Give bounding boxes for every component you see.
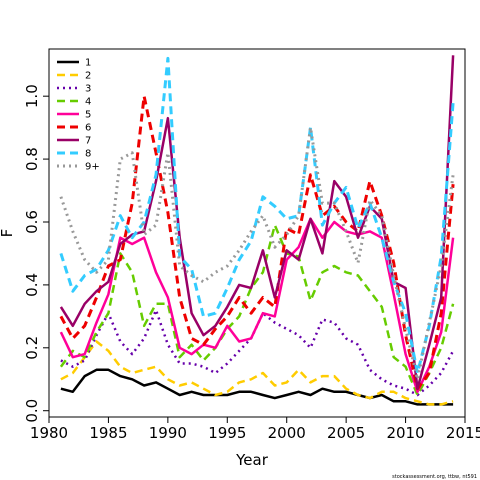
y-axis-title: F: [0, 229, 16, 238]
x-axis: 1980 1985 1990 1995 2000 2005 2010 2015: [30, 417, 480, 442]
series-line-4: [59, 223, 455, 397]
x-axis-title: Year: [235, 451, 269, 469]
x-tick-label: 1985: [89, 424, 127, 442]
legend-label: 6: [85, 123, 91, 134]
legend-label: 5: [85, 110, 91, 121]
x-tick-label: 2000: [268, 424, 306, 442]
y-tick-label: 0.0: [23, 399, 41, 423]
legend-label: 1: [85, 58, 91, 69]
legend-label: 7: [85, 136, 91, 147]
x-tick-label: 1995: [208, 424, 246, 442]
plot-frame: [48, 48, 466, 418]
legend-label: 9+: [85, 162, 100, 173]
legend-label: 3: [85, 84, 91, 95]
legend: 1 2 3 4 5 6 7 8 9+: [57, 58, 100, 173]
x-tick-label: 1980: [30, 424, 68, 442]
series-lines: [59, 55, 455, 406]
series-line-7: [59, 55, 455, 390]
legend-label: 8: [85, 149, 91, 160]
x-tick-label: 2010: [386, 424, 424, 442]
x-tick-label: 2015: [446, 424, 480, 442]
footnote: stockassessment.org, ttbw, nt591: [392, 474, 477, 480]
y-axis: 0.0 0.2 0.4 0.6 0.8 1.0: [23, 84, 49, 423]
series-line-3: [60, 308, 455, 397]
series-line-1: [60, 368, 454, 406]
y-tick-label: 1.0: [23, 84, 41, 108]
y-tick-label: 0.8: [23, 147, 41, 171]
series-line-2: [60, 340, 454, 406]
y-tick-label: 0.2: [23, 336, 41, 360]
series-line-8: [59, 56, 455, 375]
y-tick-label: 0.4: [23, 273, 41, 297]
x-tick-label: 2005: [327, 424, 365, 442]
series-line-6: [59, 94, 455, 391]
legend-label: 2: [85, 71, 91, 82]
legend-label: 4: [85, 97, 91, 108]
y-tick-label: 0.6: [23, 210, 41, 234]
x-tick-label: 1990: [149, 424, 187, 442]
